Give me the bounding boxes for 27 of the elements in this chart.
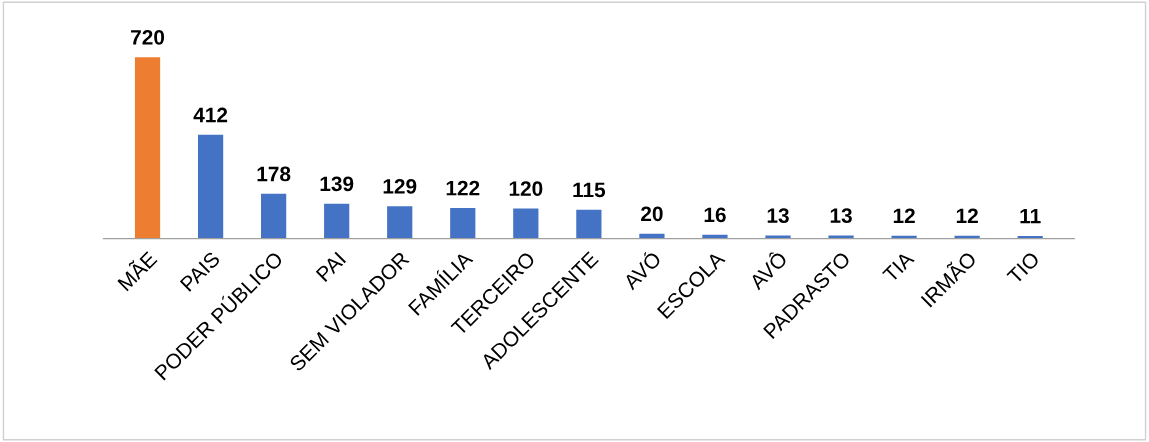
bar: [134, 57, 161, 239]
data-label: 129: [383, 178, 417, 194]
data-label: 13: [830, 208, 852, 223]
bar: [450, 207, 476, 239]
data-label: 16: [704, 207, 726, 223]
data-label: 12: [956, 208, 978, 223]
data-label: 139: [320, 176, 354, 192]
data-label: 12: [893, 208, 915, 223]
bar: [261, 193, 287, 239]
data-label: 178: [257, 166, 291, 182]
data-label: 13: [767, 208, 789, 223]
data-label: 720: [131, 29, 165, 45]
x-tick-label: TIA: [882, 250, 915, 284]
x-tick-label: TIO: [1006, 250, 1041, 285]
data-label: 20: [641, 206, 663, 222]
data-label: 120: [509, 181, 543, 196]
data-label: 412: [193, 107, 228, 123]
bar: [765, 235, 791, 239]
bar: [576, 209, 602, 239]
bar: [513, 208, 539, 239]
bar: [828, 235, 854, 239]
bar: [324, 203, 350, 239]
data-label: 11: [1020, 208, 1041, 224]
data-label: 122: [446, 180, 480, 196]
bar: [197, 134, 224, 239]
data-label: 115: [573, 182, 606, 198]
bar: [387, 206, 413, 239]
